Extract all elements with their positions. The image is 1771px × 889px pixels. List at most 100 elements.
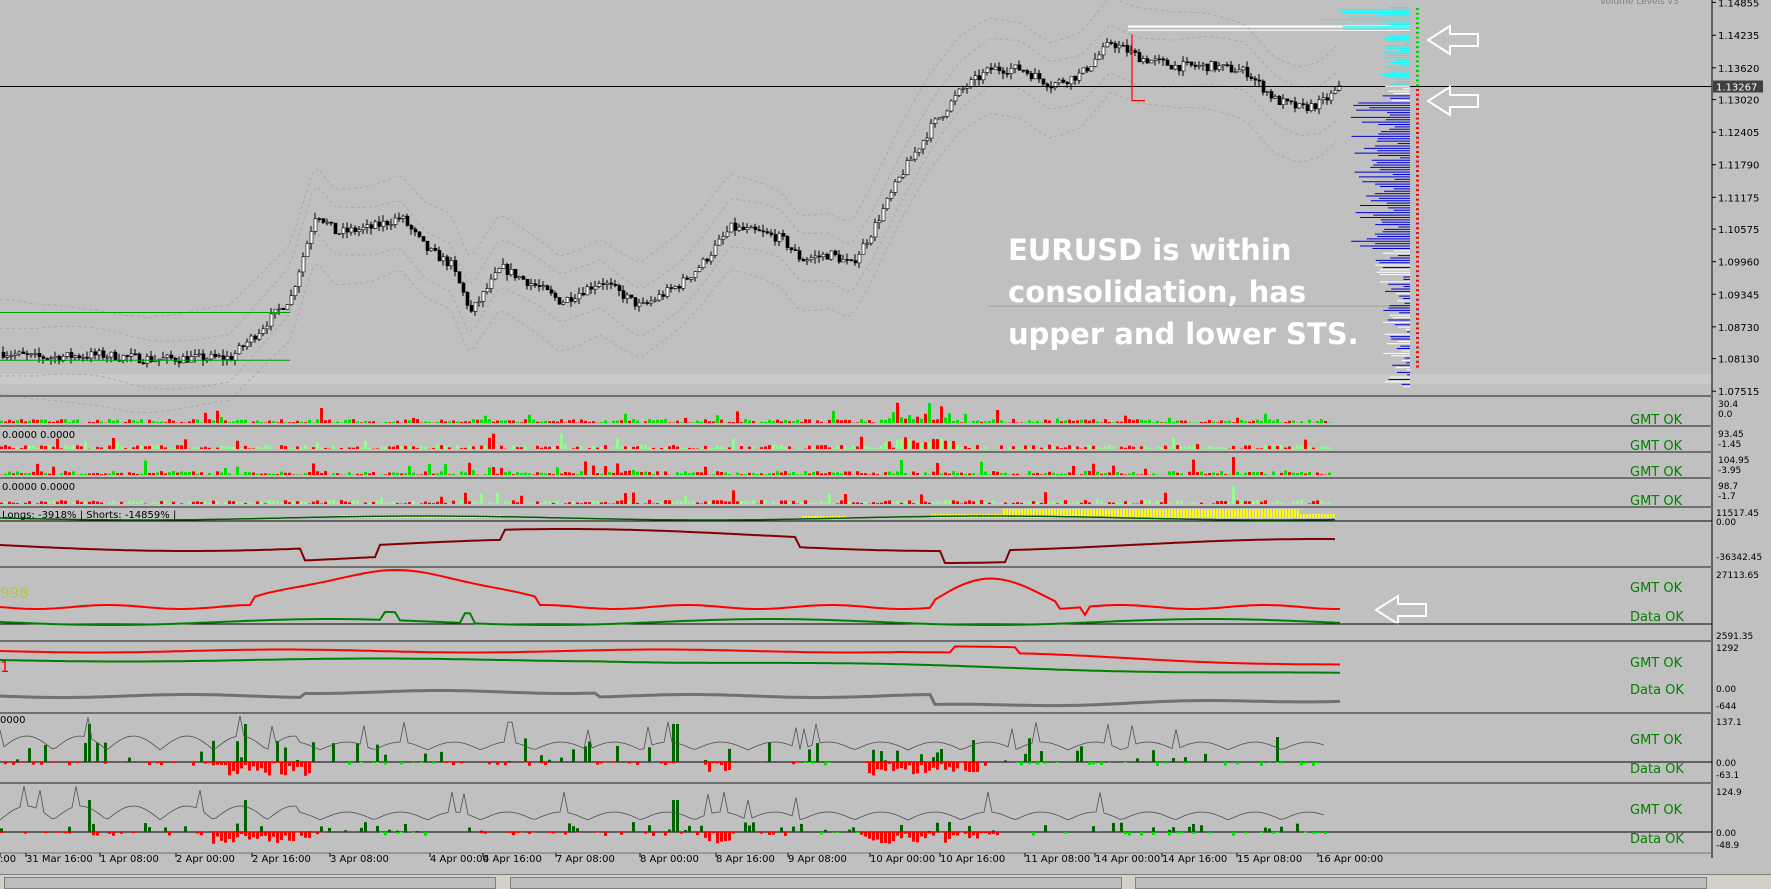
- histogram-down-bar: [960, 762, 963, 763]
- sentiment-bar: [1246, 509, 1248, 518]
- histogram-down-bar: [1260, 762, 1263, 766]
- volume-bar: [1180, 420, 1183, 423]
- volume-bar: [356, 422, 359, 423]
- volume-bar: [456, 422, 459, 423]
- volume-bar: [144, 446, 147, 449]
- volume-bar: [964, 474, 967, 475]
- volume-bar: [812, 472, 815, 475]
- window-tab[interactable]: [4, 877, 496, 889]
- panel-header: 0.0000 0.0000: [2, 430, 75, 441]
- candle: [538, 285, 541, 286]
- candle: [326, 222, 329, 223]
- volume-bar: [688, 473, 691, 475]
- panel-header: 0000: [0, 715, 25, 726]
- volume-bar: [244, 503, 247, 504]
- volume-bar: [148, 446, 151, 449]
- candle: [266, 326, 269, 329]
- candle: [486, 289, 489, 292]
- histogram-down-bar: [56, 832, 59, 833]
- candle: [1214, 62, 1217, 70]
- candle: [202, 354, 205, 361]
- candle: [198, 354, 201, 355]
- histogram-down-bar: [596, 832, 599, 833]
- volume-bar: [676, 421, 679, 423]
- histogram-up-bar: [1092, 826, 1095, 832]
- volume-bar: [116, 442, 119, 449]
- volume-bar: [576, 474, 579, 475]
- histogram-down-bar: [212, 832, 215, 844]
- histogram-down-bar: [712, 762, 715, 763]
- candle: [150, 357, 153, 362]
- volume-bar: [32, 419, 35, 423]
- panel-status: Data OK: [1630, 610, 1684, 625]
- time-tick-label: 7 Apr 08:00: [556, 854, 615, 865]
- volume-bar: [352, 448, 355, 449]
- volume-bar: [464, 448, 467, 449]
- volume-bar: [672, 445, 675, 449]
- volume-bar: [720, 500, 723, 504]
- volume-bar: [800, 502, 803, 504]
- candle: [558, 298, 561, 305]
- volume-bar: [600, 422, 603, 423]
- volume-bar: [816, 445, 819, 449]
- volume-bar: [644, 421, 647, 423]
- histogram-down-bar: [40, 762, 43, 765]
- time-tick-label: 4 Apr 16:00: [483, 854, 542, 865]
- histogram-down-bar: [916, 832, 919, 842]
- volume-bar: [1296, 501, 1299, 504]
- histogram-up-bar: [1076, 751, 1079, 762]
- volume-bar: [24, 446, 27, 449]
- volume-bar: [956, 473, 959, 475]
- volume-bar: [280, 502, 283, 504]
- volume-bar: [1128, 446, 1131, 449]
- candle: [418, 232, 421, 237]
- volume-bar: [1248, 422, 1251, 423]
- histogram-up-bar: [240, 757, 243, 762]
- volume-bar: [56, 421, 59, 423]
- volume-bar: [716, 471, 719, 475]
- candle: [654, 300, 657, 301]
- volume-bar: [1232, 457, 1235, 475]
- volume-bar: [1204, 422, 1207, 423]
- histogram-up-bar: [236, 824, 239, 832]
- candle: [658, 295, 661, 300]
- histogram-down-bar: [300, 832, 303, 836]
- volume-bar: [940, 439, 943, 449]
- volume-bar: [44, 420, 47, 423]
- histogram-down-bar: [272, 832, 275, 837]
- volume-bar: [1124, 501, 1127, 504]
- volume-bar: [1072, 466, 1075, 475]
- candle: [238, 346, 241, 354]
- histogram-down-bar: [148, 762, 151, 765]
- histogram-up-bar: [128, 758, 131, 762]
- volume-bar: [1032, 422, 1035, 423]
- candle: [550, 290, 553, 293]
- time-tick-label: 4 Apr 00:00: [430, 854, 489, 865]
- volume-bar: [352, 419, 355, 423]
- histogram-down-bar: [944, 762, 947, 770]
- candle: [1254, 79, 1257, 80]
- volume-bar: [992, 419, 995, 423]
- candle: [366, 225, 369, 228]
- histogram-down-bar: [724, 832, 727, 841]
- histogram-down-bar: [216, 832, 219, 836]
- volume-bar: [160, 445, 163, 449]
- volume-bar: [1036, 473, 1039, 475]
- profile-dot: [1416, 156, 1419, 158]
- histogram-down-bar: [372, 762, 375, 763]
- volume-bar: [124, 422, 127, 423]
- volume-bar: [768, 445, 771, 449]
- volume-bar: [1132, 420, 1135, 423]
- volume-bar: [896, 440, 899, 449]
- signal-marker: [1132, 34, 1145, 100]
- candle: [382, 221, 385, 226]
- window-tab[interactable]: [510, 877, 1122, 889]
- histogram-down-bar: [904, 832, 907, 834]
- volume-bar: [780, 421, 783, 423]
- volume-bar: [824, 473, 827, 475]
- panel-scale-label: -48.9: [1716, 841, 1740, 851]
- histogram-up-bar: [0, 828, 3, 832]
- window-tab[interactable]: [1135, 877, 1707, 889]
- sentiment-bar: [1180, 509, 1182, 518]
- candle: [34, 353, 37, 354]
